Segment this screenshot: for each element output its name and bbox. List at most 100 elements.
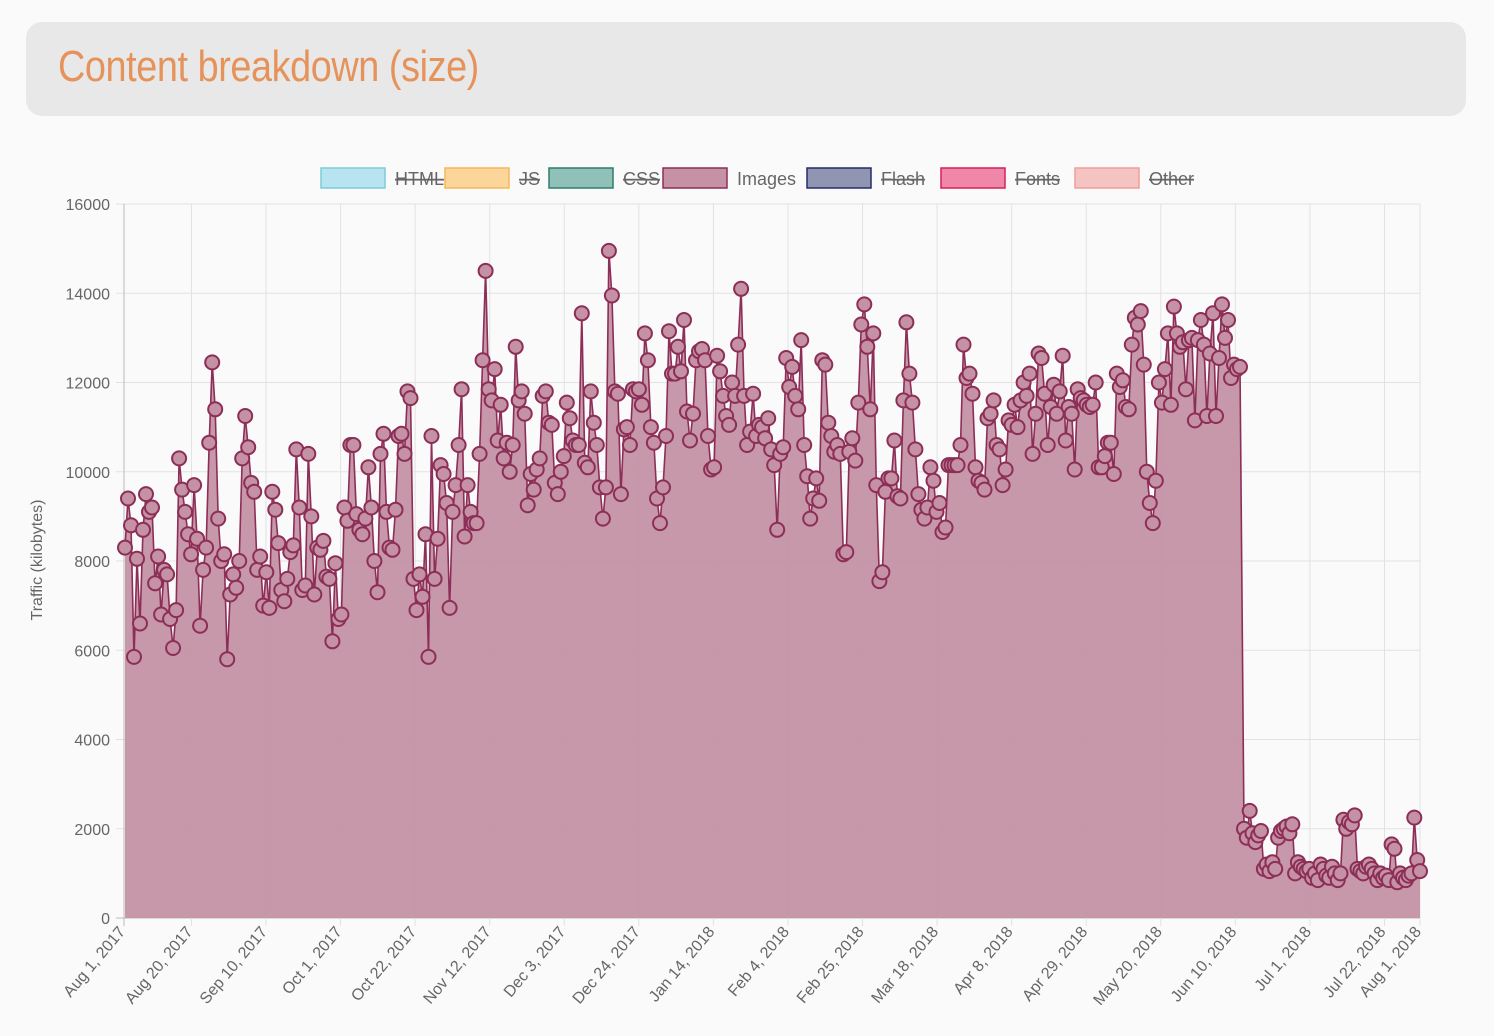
images-data-point[interactable] <box>652 515 668 532</box>
images-data-point[interactable] <box>874 564 891 581</box>
legend-item-images[interactable]: Images <box>662 167 796 189</box>
images-data-point[interactable] <box>907 441 924 458</box>
images-data-point[interactable] <box>570 437 587 453</box>
images-data-point[interactable] <box>333 606 350 623</box>
images-data-point[interactable] <box>730 336 747 353</box>
images-data-point[interactable] <box>904 394 921 411</box>
images-data-point[interactable] <box>261 599 278 616</box>
images-data-point[interactable] <box>165 640 182 656</box>
images-data-point[interactable] <box>922 459 939 476</box>
images-data-point[interactable] <box>991 441 1008 458</box>
images-data-point[interactable] <box>618 419 635 436</box>
images-data-point[interactable] <box>306 586 323 603</box>
images-data-point[interactable] <box>360 459 377 476</box>
images-data-point[interactable] <box>468 515 485 532</box>
images-data-point[interactable] <box>1009 419 1026 436</box>
images-data-point[interactable] <box>982 405 999 422</box>
images-data-point[interactable] <box>898 314 915 331</box>
images-data-point[interactable] <box>639 352 656 369</box>
images-data-point[interactable] <box>769 521 786 538</box>
images-data-point[interactable] <box>396 445 413 462</box>
images-data-point[interactable] <box>820 414 837 431</box>
images-data-point[interactable] <box>600 242 617 259</box>
images-data-point[interactable] <box>531 450 548 467</box>
images-data-point[interactable] <box>964 385 981 402</box>
images-data-point[interactable] <box>712 363 729 380</box>
images-data-point[interactable] <box>1214 296 1230 313</box>
images-data-point[interactable] <box>525 481 542 498</box>
images-data-point[interactable] <box>552 463 569 480</box>
images-data-point[interactable] <box>138 486 154 503</box>
images-data-point[interactable] <box>784 358 801 375</box>
images-data-point[interactable] <box>976 481 993 498</box>
images-data-point[interactable] <box>808 470 825 487</box>
images-data-point[interactable] <box>168 602 185 619</box>
images-data-point[interactable] <box>1267 860 1284 877</box>
images-data-point[interactable] <box>375 425 392 442</box>
images-data-point[interactable] <box>1114 372 1131 389</box>
images-data-point[interactable] <box>1232 358 1248 375</box>
images-data-point[interactable] <box>597 479 614 496</box>
images-data-point[interactable] <box>453 381 470 398</box>
images-data-point[interactable] <box>192 617 209 634</box>
images-data-point[interactable] <box>733 280 750 297</box>
images-data-point[interactable] <box>237 408 254 424</box>
images-data-point[interactable] <box>658 428 674 444</box>
images-data-point[interactable] <box>129 550 145 567</box>
legend-item-fonts[interactable]: Fonts <box>940 167 1060 189</box>
images-data-point[interactable] <box>1027 405 1044 422</box>
images-data-point[interactable] <box>1412 863 1428 880</box>
images-data-point[interactable] <box>324 633 341 650</box>
images-data-point[interactable] <box>967 459 984 476</box>
images-data-point[interactable] <box>477 262 494 279</box>
images-data-point[interactable] <box>1054 347 1071 364</box>
images-data-point[interactable] <box>471 445 488 462</box>
images-data-point[interactable] <box>1135 356 1152 373</box>
images-data-point[interactable] <box>291 499 308 516</box>
images-data-point[interactable] <box>865 325 882 342</box>
images-data-point[interactable] <box>838 544 855 561</box>
images-data-point[interactable] <box>285 537 302 554</box>
images-data-point[interactable] <box>414 588 431 605</box>
images-data-point[interactable] <box>853 316 870 333</box>
images-data-point[interactable] <box>892 490 909 507</box>
images-data-point[interactable] <box>802 510 819 527</box>
images-data-point[interactable] <box>402 390 419 407</box>
images-data-point[interactable] <box>504 437 521 453</box>
images-data-point[interactable] <box>859 338 876 355</box>
images-data-point[interactable] <box>709 347 726 364</box>
images-data-point[interactable] <box>441 599 458 616</box>
images-data-point[interactable] <box>1332 865 1349 882</box>
images-data-point[interactable] <box>393 425 410 442</box>
images-data-point[interactable] <box>279 570 296 587</box>
images-data-point[interactable] <box>901 365 918 382</box>
images-data-point[interactable] <box>1346 807 1363 824</box>
images-data-point[interactable] <box>270 535 287 552</box>
images-data-point[interactable] <box>793 332 810 349</box>
images-data-point[interactable] <box>1156 361 1173 378</box>
images-data-point[interactable] <box>117 539 133 556</box>
images-data-point[interactable] <box>240 439 257 456</box>
images-data-point[interactable] <box>537 383 554 400</box>
images-data-point[interactable] <box>856 296 873 313</box>
images-data-point[interactable] <box>760 410 777 427</box>
images-data-point[interactable] <box>144 499 160 516</box>
images-data-point[interactable] <box>1063 405 1080 422</box>
images-data-point[interactable] <box>685 405 701 422</box>
images-data-point[interactable] <box>787 387 804 404</box>
images-data-point[interactable] <box>676 312 692 328</box>
images-data-point[interactable] <box>1386 840 1403 857</box>
images-data-point[interactable] <box>582 383 599 400</box>
images-data-point[interactable] <box>549 486 566 503</box>
images-data-point[interactable] <box>811 492 828 509</box>
images-data-point[interactable] <box>228 579 245 596</box>
images-data-point[interactable] <box>411 566 428 583</box>
images-data-point[interactable] <box>147 575 164 592</box>
images-data-point[interactable] <box>844 430 861 447</box>
images-data-point[interactable] <box>603 287 620 304</box>
images-data-point[interactable] <box>171 450 188 467</box>
images-data-point[interactable] <box>459 477 476 494</box>
images-data-point[interactable] <box>961 365 978 382</box>
legend-item-flash[interactable]: Flash <box>806 167 925 189</box>
images-data-point[interactable] <box>573 305 590 322</box>
